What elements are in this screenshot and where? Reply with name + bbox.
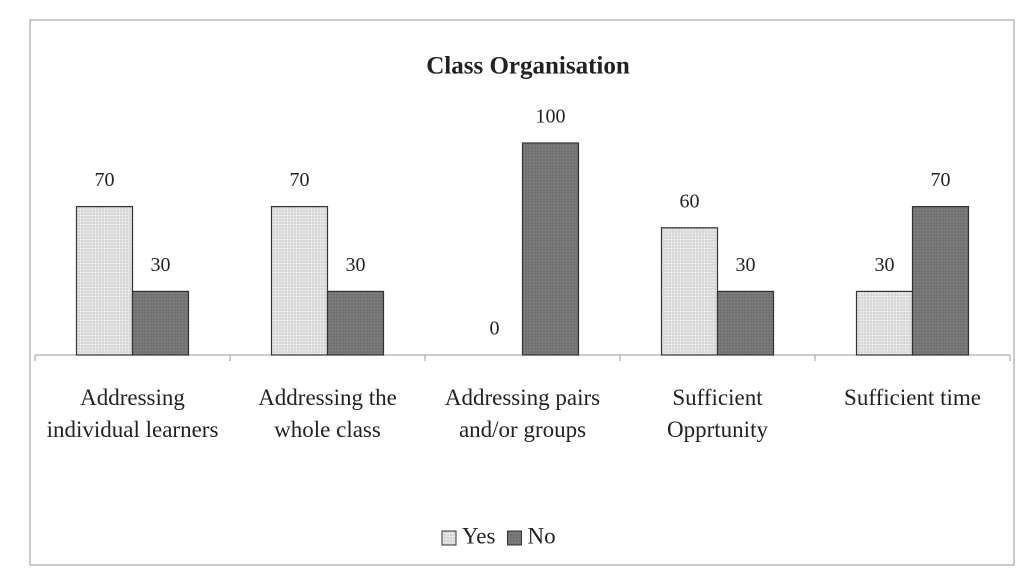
data-label: 30 bbox=[346, 254, 366, 276]
x-tick-label: Addressing individual learners bbox=[46, 385, 219, 442]
bar-texture bbox=[327, 291, 384, 355]
bar-texture bbox=[132, 291, 189, 355]
legend-label: Yes bbox=[462, 523, 496, 548]
bar-texture bbox=[856, 291, 913, 355]
data-label: 30 bbox=[151, 254, 171, 276]
bar-texture bbox=[76, 206, 133, 355]
legend-label: No bbox=[527, 523, 555, 548]
bar-texture bbox=[912, 206, 969, 355]
chart-title: Class Organisation bbox=[426, 53, 630, 80]
bar-texture bbox=[661, 227, 718, 355]
bar-texture bbox=[717, 291, 774, 355]
x-tick-label: Addressing pairs and/or groups bbox=[444, 385, 601, 442]
data-label: 60 bbox=[680, 190, 700, 212]
data-label: 100 bbox=[536, 106, 566, 128]
x-tick-label: Sufficient time bbox=[844, 385, 981, 410]
data-label: 70 bbox=[95, 169, 115, 191]
data-label: 30 bbox=[736, 254, 756, 276]
bar-texture bbox=[522, 143, 579, 355]
legend-swatch-texture bbox=[507, 531, 522, 545]
x-tick-label: Addressing the whole class bbox=[258, 385, 397, 442]
data-label: 70 bbox=[290, 169, 310, 191]
data-label: 70 bbox=[931, 169, 951, 191]
x-tick-label: Sufficient Opprtunity bbox=[667, 385, 768, 442]
bar-texture bbox=[271, 206, 328, 355]
data-label: 0 bbox=[490, 318, 500, 340]
legend-swatch-texture bbox=[442, 531, 456, 545]
data-label: 30 bbox=[875, 254, 895, 276]
